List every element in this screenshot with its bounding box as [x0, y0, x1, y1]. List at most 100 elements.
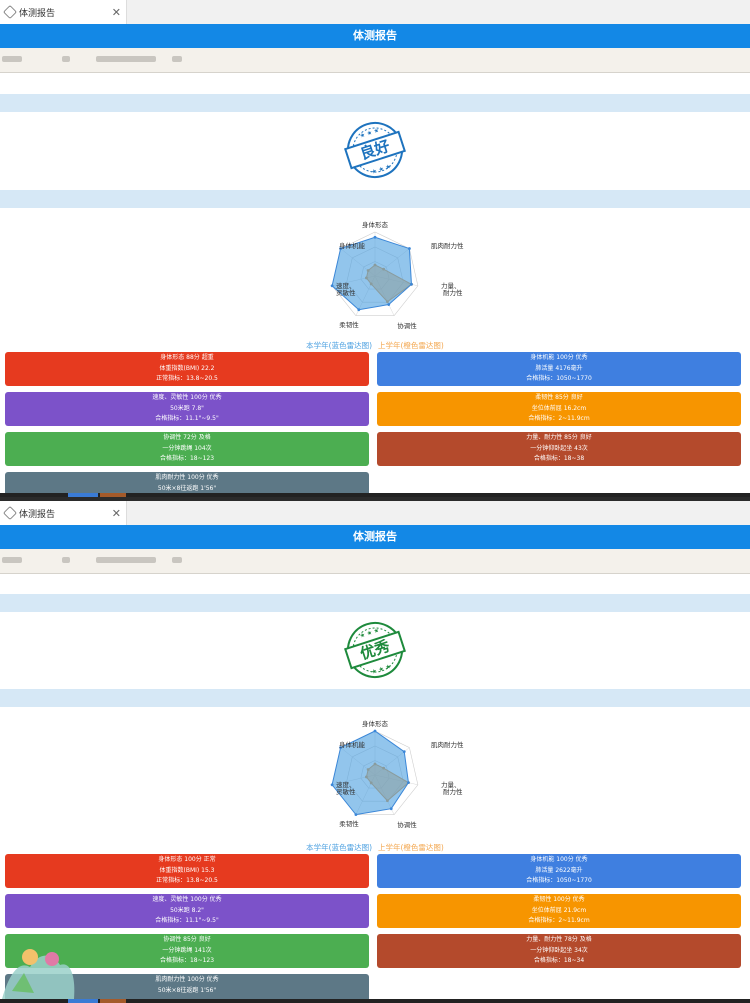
card-body-function[interactable]: 身体机能 100分 优秀 肺活量 4176毫升合格指标：1050~1770 — [377, 352, 741, 386]
card-line-1: 柔韧性 85分 良好 — [535, 394, 583, 401]
radar-axis-label: 身体机能 — [339, 740, 366, 749]
card-body-shape[interactable]: 身体形态 88分 超重 体重指数(BMI) 22.2 正常指标：13.8~20.5 — [5, 352, 369, 386]
browser-tab[interactable]: 体测报告 ✕ — [0, 0, 127, 24]
card-line-1: 协调性 72分 及格 — [163, 434, 211, 441]
stamp-excellent-icon: 优秀 ★ ★ ★ ★ ★ ★ — [344, 622, 406, 678]
card-coordination[interactable]: 协调性 72分 及格 一分钟跳绳 104次 合格指标：18~123 — [5, 432, 369, 466]
grade-stamp: 良好 ★ ★ ★ ★ ★ ★ — [0, 118, 750, 182]
card-speed-agility[interactable]: 速度、灵敏性 100分 优秀 50米跑 8.2" 合格指标：11.1"~9.5" — [5, 894, 369, 928]
radar-series-current-point — [410, 282, 413, 286]
radar-axis-label: 灵敏性 — [336, 787, 356, 796]
card-line-3: 合格指标：1050~1770 — [526, 375, 592, 382]
radar-series-current — [331, 730, 409, 816]
close-tab-icon[interactable]: ✕ — [111, 506, 121, 520]
radar-axis-label: 身体形态 — [362, 719, 389, 728]
radar-axis-label: 速度、 — [336, 780, 356, 789]
card-line-2: 坐位体前屈 21.9cm — [531, 906, 587, 914]
radar-chart: 身体形态 肌肉耐力性 力量、 耐力性 协调性 柔韧性 速度、 灵敏性 身体机能 — [265, 220, 485, 332]
card-strength-endurance[interactable]: 力量、耐力性 78分 及格 一分钟仰卧起坐 34次 合格指标：18~34 — [377, 934, 741, 968]
decorative-illustration — [2, 949, 75, 999]
legend-current: 本学年(蓝色雷达图) — [306, 341, 372, 350]
card-line-2: 体重指数(BMI) 15.3 — [159, 866, 215, 874]
radar-axis-label: 肌肉耐力性 — [431, 740, 464, 749]
radar-series-current-point — [402, 750, 406, 754]
card-line-1: 身体形态 100分 正常 — [158, 856, 216, 863]
radar-axis-label: 柔韧性 — [339, 320, 359, 329]
card-line-3: 合格指标：18~123 — [159, 957, 215, 964]
card-line-2: 体重指数(BMI) 22.2 — [159, 364, 215, 372]
radar-series-current-point — [354, 813, 358, 817]
card-line-2: 50米跑 7.8" — [170, 404, 204, 412]
student-info-bar — [0, 549, 750, 574]
card-line-2: 一分钟仰卧起坐 34次 — [530, 946, 588, 954]
section-bar — [0, 594, 750, 612]
card-line-1: 速度、灵敏性 100分 优秀 — [152, 896, 222, 903]
radar-axis-label: 身体机能 — [339, 241, 366, 250]
card-coordination[interactable]: 协调性 85分 良好 一分钟跳绳 141次 合格指标：18~123 — [5, 934, 369, 968]
radar-axis-label: 耐力性 — [443, 787, 463, 796]
radar-series-current-point — [387, 303, 391, 306]
card-flexibility[interactable]: 柔韧性 85分 良好 坐位体前屈 16.2cm 合格指标：2~11.9cm — [377, 392, 741, 426]
redacted-info — [2, 56, 22, 62]
stamp-good-icon: 良好 ★ ★ ★ ★ ★ ★ — [344, 122, 406, 178]
radar-series-current-point — [373, 235, 377, 239]
card-line-3: 合格指标：2~11.9cm — [528, 917, 590, 924]
browser-tab-bar: 体测报告 ✕ — [0, 501, 750, 526]
redacted-info — [62, 56, 70, 62]
radar-series-current-point — [339, 746, 342, 749]
page-header: 体测报告 — [0, 525, 750, 549]
radar-axis-label: 力量、 — [441, 281, 461, 290]
card-speed-agility[interactable]: 速度、灵敏性 100分 优秀 50米跑 7.8" 合格指标：11.1"~9.5" — [5, 392, 369, 426]
card-line-1: 柔韧性 100分 优秀 — [533, 896, 585, 903]
radar-series-current-point — [407, 781, 410, 785]
card-body-function[interactable]: 身体机能 100分 优秀 肺活量 2622毫升 合格指标：1050~1770 — [377, 854, 741, 888]
radar-legend: 本学年(蓝色雷达图) 上学年(橙色雷达图) — [0, 340, 750, 351]
browser-tab-bar: 体测报告 ✕ — [0, 0, 750, 25]
radar-axis-label: 灵敏性 — [336, 288, 356, 297]
radar-series-current-point — [389, 807, 393, 811]
legend-current: 本学年(蓝色雷达图) — [306, 843, 372, 852]
card-line-2: 一分钟跳绳 141次 — [162, 946, 212, 954]
card-line-1: 身体机能 100分 优秀 — [530, 856, 588, 863]
card-line-1: 肌肉耐力性 100分 优秀 — [155, 976, 219, 983]
link-icon — [2, 505, 18, 521]
radar-axis-label: 身体形态 — [362, 220, 389, 229]
card-line-3: 合格指标：11.1"~9.5" — [155, 917, 219, 924]
card-line-2: 坐位体前屈 16.2cm — [531, 404, 587, 412]
grade-stamp: 优秀 ★ ★ ★ ★ ★ ★ — [0, 618, 750, 682]
radar-series-current-point — [373, 729, 377, 733]
radar-chart: 身体形态 肌肉耐力性 力量、 耐力性 协调性 柔韧性 速度、 灵敏性 身体机能 — [265, 719, 485, 831]
close-tab-icon[interactable]: ✕ — [111, 5, 121, 19]
radar-axis-label: 柔韧性 — [339, 819, 359, 828]
radar-series-current — [331, 236, 412, 311]
card-line-2: 一分钟仰卧起坐 43次 — [530, 444, 588, 452]
svg-text:良好: 良好 — [358, 137, 392, 163]
card-body-shape[interactable]: 身体形态 100分 正常 体重指数(BMI) 15.3 正常指标：13.8~20.5 — [5, 854, 369, 888]
radar-series-current-point — [330, 284, 334, 288]
legend-previous: 上学年(橙色雷达图) — [378, 843, 444, 852]
page-header: 体测报告 — [0, 24, 750, 48]
card-strength-endurance[interactable]: 力量、耐力性 85分 良好 一分钟仰卧起坐 43次 合格指标：18~38 — [377, 432, 741, 466]
radar-series-current-point — [330, 783, 334, 787]
card-line-3: 正常指标：13.8~20.5 — [156, 877, 218, 884]
card-line-2: 肺活量 4176毫升 — [535, 364, 583, 372]
card-muscle-endurance[interactable]: 肌肉耐力性 100分 优秀 50米×8往返跑 1'56" — [5, 472, 369, 497]
card-line-3: 合格指标：18~38 — [533, 455, 585, 462]
taskbar — [0, 493, 750, 497]
card-line-1: 身体机能 100分 优秀 — [530, 354, 588, 361]
section-bar — [0, 94, 750, 112]
card-line-2: 50米×8往返跑 1'56" — [157, 484, 217, 492]
radar-series-current-point — [357, 308, 361, 312]
section-bar — [0, 689, 750, 707]
card-line-3: 正常指标：13.8~20.5 — [156, 375, 218, 382]
card-line-2: 肺活量 2622毫升 — [535, 866, 583, 874]
radar-axis-label: 肌肉耐力性 — [431, 241, 464, 250]
card-line-3: 合格指标：2~11.9cm — [528, 415, 590, 422]
browser-tab[interactable]: 体测报告 ✕ — [0, 501, 127, 525]
card-flexibility[interactable]: 柔韧性 100分 优秀 坐位体前屈 21.9cm 合格指标：2~11.9cm — [377, 894, 741, 928]
radar-series-current-point — [408, 247, 411, 250]
card-line-1: 协调性 85分 良好 — [163, 936, 211, 943]
taskbar — [0, 999, 750, 1003]
